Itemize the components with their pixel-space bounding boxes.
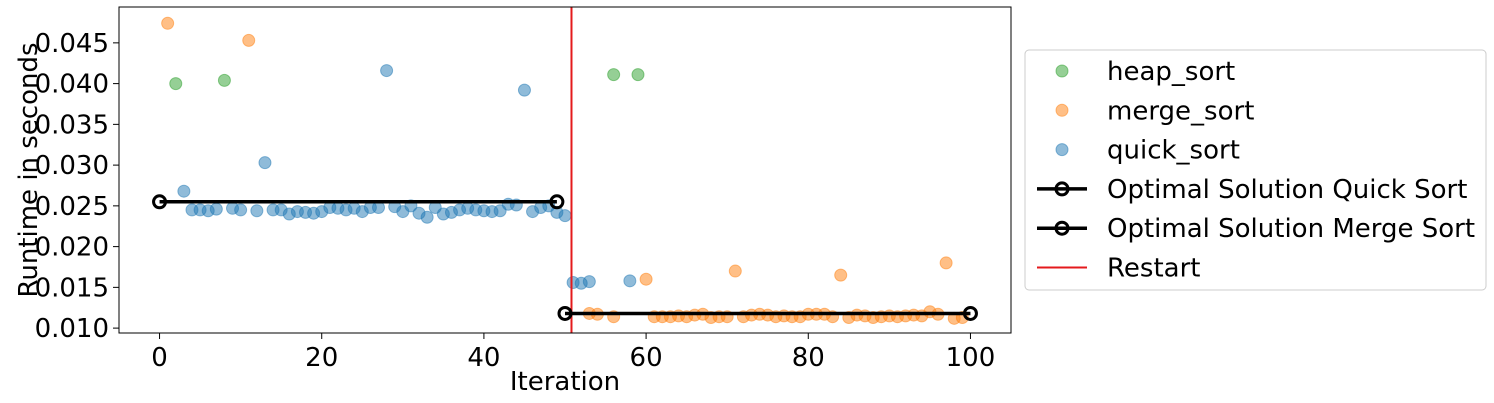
merge_sort-point [834,268,848,282]
heap_sort-point [631,68,645,82]
x-tick-label: 0 [151,343,168,373]
heap_sort-point [607,68,621,82]
quick_sort-point [517,83,531,97]
quick_sort-point [380,64,394,78]
y-tick-label: 0.035 [35,110,109,140]
legend-label: Optimal Solution Quick Sort [1107,175,1467,205]
x-tick-label: 40 [467,343,500,373]
merge_sort-point [242,33,256,47]
legend-item: Restart [1037,254,1200,284]
legend-label: merge_sort [1107,96,1254,126]
y-tick-label: 0.045 [35,29,109,59]
legend-label: quick_sort [1107,136,1240,166]
x-axis-label: Iteration [510,367,620,397]
quick_sort-point [558,209,572,223]
quick_sort-point [420,210,434,224]
quick_sort-point [234,203,248,217]
legend-marker [1054,181,1070,197]
merge_sort-point [728,264,742,278]
y-tick-label: 0.015 [35,273,109,303]
legend-marker [1055,103,1069,117]
legend-item: merge_sort [1055,96,1254,126]
legend-item: Optimal Solution Merge Sort [1037,214,1475,244]
legend-item: quick_sort [1055,136,1240,166]
x-tick-label: 80 [792,343,825,373]
optimal-endpoint [962,305,978,321]
heap_sort-point [169,77,183,91]
quick_sort-point [258,156,272,170]
y-tick-label: 0.010 [35,314,109,344]
merge_sort-point [639,272,653,286]
optimal-endpoint [557,305,573,321]
merge_sort-point [939,256,953,270]
optimal-endpoint [549,194,565,210]
quick_sort-point [177,184,191,198]
legend: heap_sort merge_sort quick_sort Optimal Sol… [1024,49,1487,291]
x-tick-label: 60 [630,343,663,373]
y-axis: 0.010 0.015 0.020 0.025 0.030 0.035 0.040 0.045 [35,29,119,344]
quick_sort-point [209,202,223,216]
legend-marker [1055,64,1069,78]
legend-item: heap_sort [1055,57,1235,87]
quick_sort-point [623,274,637,288]
legend-label: Optimal Solution Merge Sort [1107,214,1475,244]
y-tick-label: 0.020 [35,233,109,263]
legend-label: Restart [1107,254,1200,284]
x-axis: 0 20 40 60 80 100 [151,333,995,373]
legend-marker [1054,220,1070,236]
plot-marks [152,7,978,333]
x-tick-label: 100 [946,343,996,373]
legend-marker [1055,143,1069,157]
y-tick-label: 0.040 [35,70,109,100]
y-tick-label: 0.030 [35,151,109,181]
legend-item: Optimal Solution Quick Sort [1037,175,1467,205]
y-tick-label: 0.025 [35,192,109,222]
quick_sort-point [250,204,264,218]
optimal-endpoint [152,194,168,210]
plot-frame [118,6,1012,334]
y-axis-label: Runtime in seconds [14,42,44,297]
quick_sort-point [582,275,596,289]
legend-box [1024,49,1487,291]
merge_sort-point [161,16,175,30]
legend-label: heap_sort [1107,57,1235,87]
x-tick-label: 20 [305,343,338,373]
heap_sort-point [217,73,231,87]
